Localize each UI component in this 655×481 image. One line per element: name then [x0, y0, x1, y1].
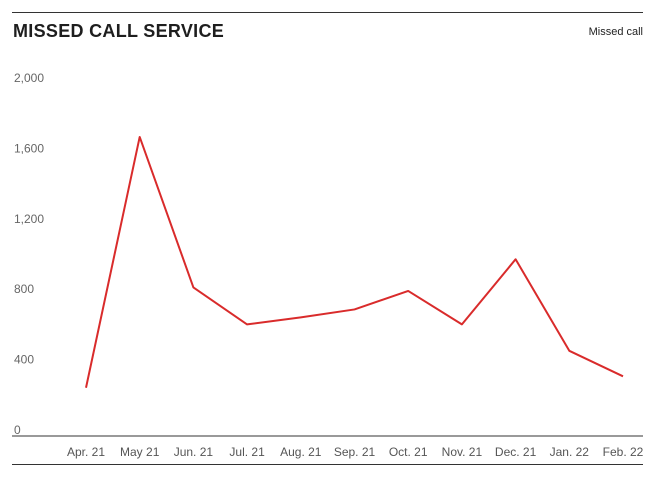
x-tick-label: Feb. 22 — [603, 445, 644, 459]
y-tick-label: 400 — [14, 353, 34, 367]
x-tick-label: Jul. 21 — [229, 445, 265, 459]
series-group — [85, 135, 624, 388]
series-line-missed-call — [85, 135, 624, 388]
x-tick-label: Nov. 21 — [442, 445, 483, 459]
x-tick-label: Oct. 21 — [389, 445, 428, 459]
x-tick-label: Sep. 21 — [334, 445, 376, 459]
x-tick-label: Dec. 21 — [495, 445, 537, 459]
y-tick-label: 1,600 — [14, 141, 44, 155]
y-tick-label: 1,200 — [14, 212, 44, 226]
x-tick-label: Apr. 21 — [67, 445, 105, 459]
y-tick-label: 2,000 — [14, 71, 44, 85]
chart-title: MISSED CALL SERVICE — [13, 21, 225, 41]
y-tick-label: 800 — [14, 282, 34, 296]
x-tick-label: Jan. 22 — [550, 445, 590, 459]
x-tick-label: Jun. 21 — [174, 445, 214, 459]
y-axis-ticks: 0 400 800 1,200 1,600 2,000 — [14, 71, 44, 437]
x-tick-label: Aug. 21 — [280, 445, 322, 459]
y-tick-label: 0 — [14, 423, 21, 437]
bottom-rule — [12, 464, 643, 465]
x-tick-label: May 21 — [120, 445, 160, 459]
top-rule — [12, 12, 643, 13]
legend-item-missed-call: Missed call — [588, 26, 643, 38]
x-axis-ticks: Apr. 21 May 21 Jun. 21 Jul. 21 Aug. 21 Sep. 2… — [67, 445, 644, 459]
